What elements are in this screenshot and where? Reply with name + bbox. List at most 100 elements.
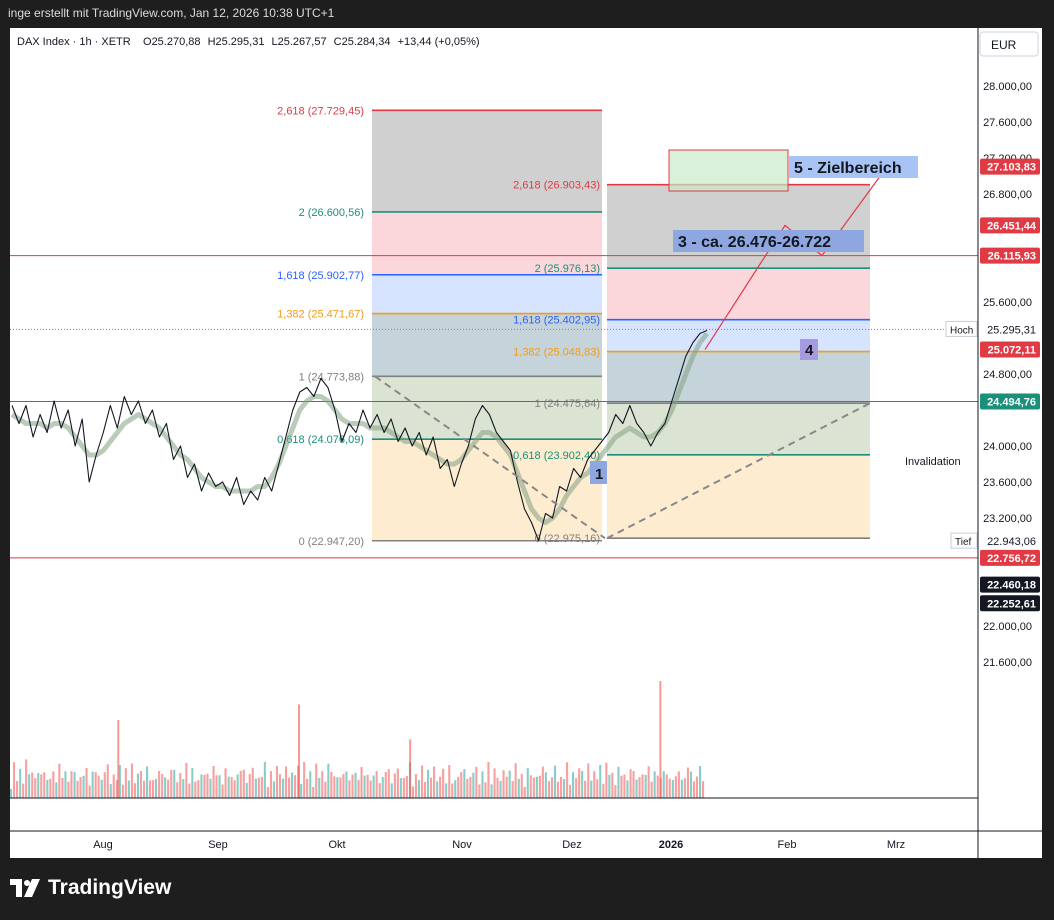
- hoch-tag: Hoch: [950, 325, 973, 336]
- volume-bar: [448, 765, 451, 798]
- volume-bar: [209, 778, 212, 798]
- volume-bar: [239, 770, 242, 798]
- volume-bar: [312, 786, 315, 798]
- volume-bar: [457, 776, 460, 798]
- price-chart[interactable]: 2,618 (27.729,45) 2 (26.600,56) 1,618 (25.…: [10, 28, 1042, 858]
- volume-bar: [689, 771, 693, 798]
- volume-bar: [49, 778, 52, 798]
- volume-bar: [203, 774, 206, 798]
- volume-bar: [43, 772, 46, 798]
- price-smoothed-line: [10, 331, 709, 525]
- volume-bar: [375, 771, 378, 798]
- volume-bar: [67, 781, 70, 798]
- volume-bar: [541, 766, 544, 798]
- volume-bar: [218, 775, 221, 798]
- volume-spike: [117, 720, 120, 798]
- price-tag-label: 25.295,31: [987, 324, 1036, 336]
- volume-bar: [34, 778, 37, 798]
- volume-bar: [569, 784, 572, 798]
- volume-bar: [535, 776, 538, 798]
- volume-bar: [436, 781, 439, 798]
- volume-bar: [282, 778, 285, 798]
- tradingview-brand[interactable]: TradingView: [10, 876, 171, 900]
- volume-bar: [511, 781, 514, 798]
- volume-bar: [263, 762, 266, 798]
- volume-bar: [674, 776, 677, 798]
- volume-bar: [605, 762, 608, 798]
- volume-bar: [127, 780, 130, 798]
- volume-bar: [342, 774, 345, 798]
- price-tag-label: 22.252,61: [987, 598, 1036, 610]
- fib-level-label: 1,618 (25.402,95): [513, 315, 600, 327]
- volume-bar: [490, 784, 493, 798]
- y-tick-label: 24.000,00: [983, 441, 1032, 453]
- volume-bar: [644, 774, 647, 798]
- volume-bar: [31, 772, 34, 798]
- volume-bar: [493, 768, 496, 798]
- volume-bar: [635, 779, 638, 798]
- volume-bar: [487, 762, 490, 798]
- volume-bar: [363, 775, 366, 798]
- wave-label-box: [789, 156, 918, 178]
- volume-bar: [79, 777, 82, 798]
- currency-label: EUR: [991, 38, 1017, 52]
- fib-level-label: 2,618 (26.903,43): [513, 180, 600, 192]
- tradingview-logo-icon: [10, 879, 40, 897]
- volume-bar: [182, 779, 185, 798]
- price-tag-box: [980, 549, 1040, 566]
- x-tick-label: Sep: [208, 839, 228, 851]
- fib-zone: [372, 274, 602, 314]
- volume-bar: [278, 774, 282, 798]
- fib-level-label: 1,618 (25.902,77): [277, 270, 364, 282]
- volume-spike: [659, 681, 662, 798]
- volume-bar: [478, 784, 481, 798]
- volume-bar: [70, 771, 73, 798]
- volume-bar: [82, 775, 85, 798]
- volume-bar: [578, 768, 581, 798]
- fib-zone: [607, 454, 870, 539]
- chart-panel[interactable]: 2,618 (27.729,45) 2 (26.600,56) 1,618 (25.…: [10, 28, 1042, 858]
- volume-bar: [520, 774, 523, 798]
- volume-bar: [339, 777, 342, 798]
- volume-bar: [508, 770, 511, 798]
- volume-bar: [118, 765, 121, 798]
- volume-bar: [505, 776, 508, 798]
- volume-bar: [387, 769, 390, 798]
- volume-bar: [25, 759, 28, 798]
- volume-bar: [13, 762, 16, 798]
- volume-bar: [599, 765, 602, 798]
- volume-bar: [173, 769, 176, 798]
- fib-level-label: 0,618 (24.076,09): [277, 434, 364, 446]
- volume-bar: [665, 774, 668, 798]
- wave-label: 3 - ca. 26.476-26.722: [678, 234, 831, 251]
- volume-bar: [360, 766, 363, 798]
- price-tag-box: [980, 158, 1040, 175]
- dashed-channel-line: [606, 402, 871, 540]
- fib-level-label: 1,382 (25.471,67): [277, 309, 364, 321]
- volume-bar: [10, 789, 13, 798]
- fib-level-label: 1,382 (25.048,83): [513, 347, 600, 359]
- volume-bar: [230, 777, 233, 798]
- volume-bar: [227, 776, 230, 798]
- wave-label-box: [590, 461, 607, 484]
- volume-bar: [445, 783, 448, 798]
- currency-button[interactable]: [979, 31, 1039, 57]
- volume-bar: [40, 774, 43, 798]
- x-tick-label: Mrz: [887, 839, 905, 851]
- volume-bar: [124, 768, 127, 798]
- brand-name: TradingView: [48, 876, 172, 899]
- volume-bar: [611, 772, 614, 798]
- volume-bar: [496, 777, 499, 798]
- volume-bar: [37, 773, 40, 798]
- volume-bar: [260, 776, 263, 798]
- volume-bar: [532, 777, 535, 798]
- volume-bar: [602, 783, 605, 798]
- volume-bar: [424, 782, 427, 798]
- volume-bar: [176, 782, 179, 798]
- x-tick-label: Feb: [778, 839, 797, 851]
- volume-bar: [553, 765, 557, 798]
- volume-bar: [587, 763, 590, 798]
- volume-bar: [221, 784, 224, 798]
- volume-bar: [294, 775, 297, 798]
- fib-level-label: 0 (22.947,20): [299, 536, 364, 548]
